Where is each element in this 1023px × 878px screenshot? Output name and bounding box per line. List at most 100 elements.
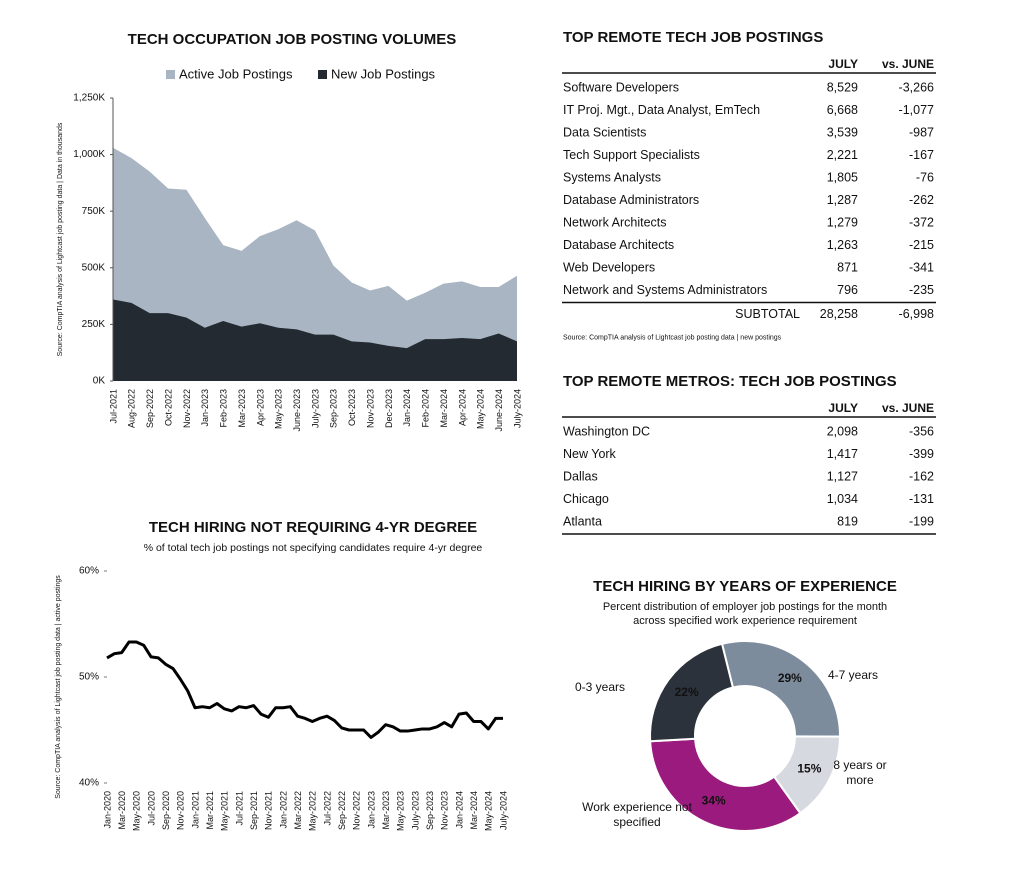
legend-swatch <box>318 70 327 79</box>
x-tick-label: Mar-2024 <box>439 389 449 428</box>
cell: 1,805 <box>827 170 858 184</box>
cell: 796 <box>837 283 858 297</box>
cell: 1,263 <box>827 238 858 252</box>
row-label: Network and Systems Administrators <box>563 283 767 297</box>
row-label: Chicago <box>563 492 609 506</box>
x-tick-label: Aug-2022 <box>127 389 137 428</box>
chart-title: TECH HIRING BY YEARS OF EXPERIENCE <box>593 578 897 595</box>
column-header: JULY <box>828 57 858 71</box>
slice-label: 29% <box>778 671 802 685</box>
cell: -372 <box>909 215 934 229</box>
x-tick-label: Nov-2022 <box>352 791 362 830</box>
area <box>113 299 517 381</box>
column-header: JULY <box>828 401 858 415</box>
cell: -167 <box>909 148 934 162</box>
row-label: New York <box>563 447 617 461</box>
x-tick-label: July-2024 <box>498 791 508 830</box>
x-tick-label: Sep-2022 <box>145 389 155 428</box>
slice-label: 15% <box>797 762 821 776</box>
y-tick-label: 0K <box>93 376 106 387</box>
row-label: Network Architects <box>563 215 667 229</box>
cell: 8,529 <box>827 80 858 94</box>
x-tick-label: Sep-2023 <box>425 791 435 830</box>
donut-slice <box>649 642 735 743</box>
x-tick-label: May-2020 <box>132 791 142 831</box>
y-tick-label: 1,000K <box>73 149 105 160</box>
slice-label: 34% <box>702 794 726 808</box>
slice-category: 0-3 years <box>575 680 626 694</box>
x-tick-label: Oct-2022 <box>163 389 173 426</box>
x-tick-label: Mar-2023 <box>381 791 391 830</box>
x-tick-label: Dec-2023 <box>384 389 394 428</box>
row-label: Washington DC <box>563 424 650 438</box>
cell: -199 <box>909 514 934 528</box>
cell: -341 <box>909 260 934 274</box>
x-tick-label: Feb-2024 <box>421 389 431 428</box>
x-tick-label: Mar-2022 <box>293 791 303 830</box>
row-label: Tech Support Specialists <box>563 148 700 162</box>
row-label: Database Architects <box>563 238 674 252</box>
cell: -356 <box>909 424 934 438</box>
x-tick-label: Jan-2020 <box>102 791 112 829</box>
line <box>106 640 503 739</box>
y-tick-label: 1,250K <box>73 93 105 104</box>
x-tick-label: Mar-2021 <box>205 791 215 830</box>
x-tick-label: Jul-2021 <box>234 791 244 826</box>
x-tick-label: Nov-2020 <box>176 791 186 830</box>
cell: 1,034 <box>827 492 858 506</box>
cell: 819 <box>837 514 858 528</box>
x-tick-label: July-2023 <box>310 389 320 428</box>
x-tick-label: June-2023 <box>292 389 302 432</box>
legend-label: Active Job Postings <box>179 66 293 81</box>
cell: -162 <box>909 469 934 483</box>
x-tick-label: May-2024 <box>476 389 486 429</box>
area <box>113 147 517 381</box>
column-header: vs. JUNE <box>882 401 934 415</box>
cell: -235 <box>909 283 934 297</box>
cell: -399 <box>909 447 934 461</box>
chart-title: TECH HIRING NOT REQUIRING 4-YR DEGREE <box>149 519 477 536</box>
x-tick-label: Sep-2021 <box>249 791 259 830</box>
x-tick-label: Apr-2023 <box>255 389 265 426</box>
x-tick-label: May-2023 <box>274 389 284 429</box>
x-tick-label: Jul-2020 <box>146 791 156 826</box>
axis-note: Source: CompTIA analysis of Lightcast jo… <box>57 122 64 356</box>
x-tick-label: Apr-2024 <box>457 389 467 426</box>
chart-subtitle: % of total tech job postings not specify… <box>144 542 483 554</box>
slice-category: Work experience not specified <box>582 800 692 829</box>
x-tick-label: Mar-2024 <box>469 791 479 830</box>
cell: -215 <box>909 238 934 252</box>
slice-category: 4-7 years <box>828 668 879 682</box>
x-tick-label: Sep-2023 <box>329 389 339 428</box>
x-tick-label: Nov-2022 <box>182 389 192 428</box>
x-tick-label: Jan-2024 <box>454 791 464 829</box>
x-tick-label: Jan-2021 <box>190 791 200 829</box>
x-tick-label: Mar-2023 <box>237 389 247 428</box>
row-label: Software Developers <box>563 80 679 94</box>
cell: -262 <box>909 193 934 207</box>
cell: 1,417 <box>827 447 858 461</box>
cell: -3,266 <box>899 80 934 94</box>
cell: -987 <box>909 125 934 139</box>
slice-category: 8 years or more <box>833 758 887 787</box>
x-tick-label: Jul-2022 <box>322 791 332 826</box>
table-source: Source: CompTIA analysis of Lightcast jo… <box>563 334 782 341</box>
y-tick-label: 250K <box>82 319 106 330</box>
x-tick-label: Jan-2024 <box>402 389 412 427</box>
row-label: Database Administrators <box>563 193 699 207</box>
chart-title: TECH OCCUPATION JOB POSTING VOLUMES <box>128 31 457 48</box>
row-label: Data Scientists <box>563 125 646 139</box>
x-tick-label: Nov-2021 <box>264 791 274 830</box>
donut-slice <box>649 737 802 832</box>
cell: 1,127 <box>827 469 858 483</box>
row-label: IT Proj. Mgt., Data Analyst, EmTech <box>563 103 760 117</box>
axis-note: Source: CompTIA analysis of Lightcast jo… <box>55 575 62 799</box>
x-tick-label: May-2023 <box>396 791 406 831</box>
x-tick-label: Sep-2020 <box>161 791 171 830</box>
cell: 1,279 <box>827 215 858 229</box>
x-tick-label: Feb-2023 <box>219 389 229 428</box>
row-label: Atlanta <box>563 514 602 528</box>
cell: 3,539 <box>827 125 858 139</box>
cell: -1,077 <box>899 103 934 117</box>
